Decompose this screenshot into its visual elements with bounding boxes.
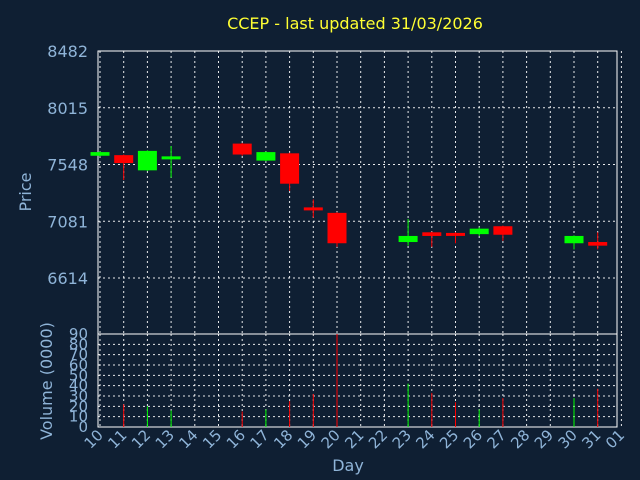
candle [303,199,323,218]
price-grid [98,50,622,334]
candle-body [422,232,442,236]
candle-body [161,156,181,160]
price-tick-label: 8482 [47,42,88,61]
candle [469,227,489,236]
candle [137,150,157,171]
chart-title: CCEP - last updated 31/03/2026 [227,14,483,33]
candle-body [398,235,418,243]
candle-body [137,150,157,171]
x-axis-label: Day [332,456,364,475]
candle-body [446,232,465,236]
volume-tick-label: 90 [69,325,88,343]
candle [232,142,252,156]
price-panel: 8482 8015 7548 7081 6614 Price [16,42,622,335]
candle-body [280,153,300,184]
candle [398,218,418,246]
candles [90,142,608,250]
price-tick-label: 7081 [47,212,88,231]
volume-bars [123,334,599,427]
candle-body [327,212,347,244]
candle-body [232,143,252,155]
volume-axis-label: Volume (0000) [37,322,56,440]
candle [588,232,608,250]
candle-body [90,152,110,156]
candle-body [588,242,608,246]
price-axis-label: Price [16,172,35,211]
volume-tick-label: 30 [69,387,88,405]
candle [446,232,465,244]
candle [114,154,134,181]
candle [327,212,347,247]
candle-body [493,226,513,235]
candle-body [256,152,276,161]
volume-tick-label: 20 [69,397,88,415]
volume-tick-label: 60 [69,356,88,374]
volume-tick-label: 70 [69,346,88,364]
volume-tick-label: 40 [69,377,88,395]
candle-body [564,235,584,244]
candle [564,235,584,250]
volume-grid [98,333,622,428]
candle [256,151,276,162]
candle [422,231,442,247]
price-y-ticks: 8482 8015 7548 7081 6614 [47,42,88,288]
volume-tick-label: 50 [69,366,88,384]
price-tick-label: 7548 [47,156,88,175]
volume-tick-label: 0 [78,418,88,436]
volume-tick-label: 80 [69,335,88,353]
candle-body [469,228,489,235]
x-ticks: 1011121314151617181920212223242526272829… [81,426,629,452]
candle [280,152,300,191]
candle [493,225,513,241]
candle [90,151,110,157]
price-tick-label: 6614 [47,269,88,288]
candle [161,146,181,178]
candle-body [303,207,323,211]
volume-panel-frame [97,333,618,428]
price-tick-label: 8015 [47,99,88,118]
candle-body [114,155,134,164]
volume-tick-label: 10 [69,408,88,426]
